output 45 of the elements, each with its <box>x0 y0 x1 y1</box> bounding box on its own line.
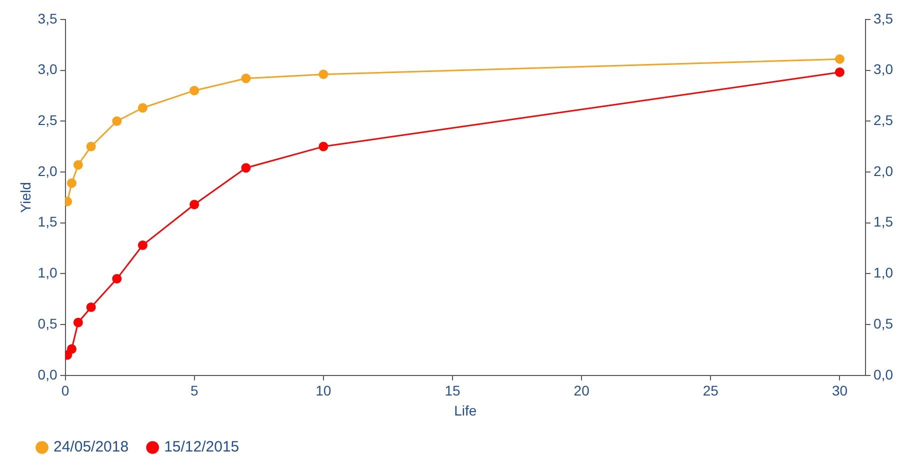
point <box>86 142 96 152</box>
point <box>138 103 148 113</box>
legend-label: 24/05/2018 <box>54 438 129 456</box>
y2-tick-label: 1,0 <box>874 264 894 281</box>
x-tick-label: 10 <box>316 382 332 399</box>
y2-tick-label: 3,0 <box>874 61 894 78</box>
y-tick-label: 1,0 <box>38 264 58 281</box>
y-tick-label: 2,5 <box>38 112 58 128</box>
x-tick-label: 0 <box>61 382 70 399</box>
y-tick-label: 1,5 <box>38 214 58 230</box>
y2-tick-label: 0,0 <box>874 366 894 382</box>
point <box>138 240 148 250</box>
point <box>190 86 200 96</box>
point <box>241 163 251 173</box>
point <box>66 344 76 354</box>
point <box>318 142 328 152</box>
point <box>86 302 96 312</box>
x-tick-label: 15 <box>444 382 460 399</box>
y2-tick-label: 0,5 <box>874 315 894 332</box>
y-tick-label: 0,5 <box>38 315 58 332</box>
point <box>73 160 83 170</box>
y2-tick-label: 3,5 <box>874 10 894 26</box>
y2-tick-label: 2,5 <box>874 112 894 128</box>
point <box>66 178 76 188</box>
x-axis-title: Life <box>454 402 477 418</box>
point <box>190 200 200 210</box>
point <box>834 68 844 78</box>
point <box>241 74 251 84</box>
y-tick-label: 2,0 <box>38 162 58 179</box>
x-tick-label: 20 <box>574 382 590 399</box>
x-tick-label: 25 <box>702 382 719 399</box>
legend-label: 15/12/2015 <box>164 438 240 456</box>
y-axis-title: Yield <box>17 182 34 213</box>
point <box>112 274 122 284</box>
x-tick-label: 5 <box>190 382 198 399</box>
point <box>834 54 844 64</box>
y-tick-label: 3,5 <box>38 10 58 26</box>
y2-tick-label: 2,0 <box>874 162 894 179</box>
y-tick-label: 0,0 <box>38 366 58 382</box>
y-tick-label: 3,0 <box>38 61 58 78</box>
point <box>318 70 328 80</box>
x-tick-label: 30 <box>832 382 848 399</box>
point <box>73 318 83 328</box>
y2-tick-label: 1,5 <box>874 214 894 230</box>
point <box>112 116 122 126</box>
